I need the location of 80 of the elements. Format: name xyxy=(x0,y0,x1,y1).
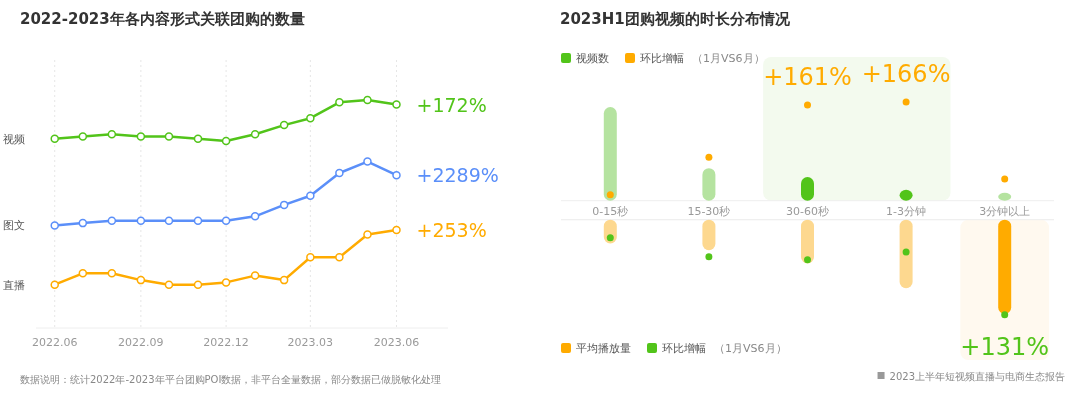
point xyxy=(279,275,289,285)
x-tick-label: 2023.03 xyxy=(287,336,334,349)
bar xyxy=(702,168,716,201)
x-tick-label: 2023.06 xyxy=(373,336,420,349)
point xyxy=(705,153,713,161)
point xyxy=(107,216,117,226)
chart-title: 2022-2023年各内容形式关联团购的数量 xyxy=(20,10,305,28)
point xyxy=(902,98,910,106)
point xyxy=(107,129,117,139)
point xyxy=(193,134,203,144)
annotation: +161% xyxy=(763,63,852,92)
text: 2023上半年短视频直播与电商生态报告 xyxy=(889,371,1065,382)
point xyxy=(363,157,372,166)
point xyxy=(221,278,231,287)
text: 直播 xyxy=(3,278,25,292)
point xyxy=(392,170,401,180)
x-tick-label: 2022.09 xyxy=(118,336,164,349)
annotation: +131% xyxy=(960,332,1050,361)
bar xyxy=(603,107,617,201)
point xyxy=(221,216,231,226)
text: 数据说明：统计2022年-2023年平台团购POI数据，非平台全量数据，部分数据已做脱敏化处理 xyxy=(20,374,442,385)
point xyxy=(136,216,146,226)
legend-label: 环比增幅 xyxy=(662,342,706,355)
x-tick-label: 0-15秒 xyxy=(592,204,629,218)
point xyxy=(164,132,174,141)
point xyxy=(193,216,203,226)
point xyxy=(250,271,260,280)
point xyxy=(335,168,344,178)
point xyxy=(164,216,174,226)
x-tick-label: 30-60秒 xyxy=(786,204,829,218)
point xyxy=(193,280,203,289)
annotation: +172% xyxy=(416,93,487,116)
x-tick-label: 1-3分钟 xyxy=(886,204,927,218)
point xyxy=(606,234,614,242)
point xyxy=(50,280,59,289)
point xyxy=(705,253,713,261)
point xyxy=(902,248,910,256)
text: （1月VS6月） xyxy=(714,342,787,355)
point xyxy=(221,136,231,146)
point xyxy=(50,221,59,230)
point xyxy=(136,275,146,285)
text: 视频 xyxy=(3,132,25,146)
annotation: +2289% xyxy=(416,164,499,187)
point xyxy=(164,280,174,289)
point xyxy=(250,129,260,139)
point xyxy=(335,253,344,262)
text: 图文 xyxy=(3,219,25,233)
point xyxy=(306,253,315,262)
x-tick-label: 15-30秒 xyxy=(687,204,731,218)
point xyxy=(279,200,289,210)
point xyxy=(306,113,315,123)
point xyxy=(606,191,614,199)
chart-title: 2023H1团购视频的时长分布情况 xyxy=(560,10,791,28)
legend-label: 平均播放量 xyxy=(576,342,631,355)
point xyxy=(363,95,372,105)
legend-label: 视频数 xyxy=(576,52,609,65)
point xyxy=(78,269,88,278)
x-tick-label: 2022.06 xyxy=(31,336,78,349)
point xyxy=(78,132,88,141)
point xyxy=(804,256,811,264)
point xyxy=(392,100,401,109)
point xyxy=(107,269,117,278)
point xyxy=(279,120,289,130)
point xyxy=(363,230,372,239)
x-tick-label: 3分钟以上 xyxy=(979,204,1031,218)
point xyxy=(306,191,315,201)
point xyxy=(78,218,88,228)
point xyxy=(392,225,401,235)
point xyxy=(804,101,811,109)
annotation: +166% xyxy=(861,60,951,89)
annotation: +253% xyxy=(416,218,487,241)
legend-label: 环比增幅 xyxy=(640,52,684,65)
point xyxy=(50,134,59,144)
point xyxy=(136,132,146,141)
point xyxy=(335,98,344,107)
text: （1月VS6月） xyxy=(692,52,765,65)
point xyxy=(250,212,260,221)
point xyxy=(1001,175,1009,183)
point xyxy=(1001,311,1009,319)
x-tick-label: 2022.12 xyxy=(203,336,249,349)
